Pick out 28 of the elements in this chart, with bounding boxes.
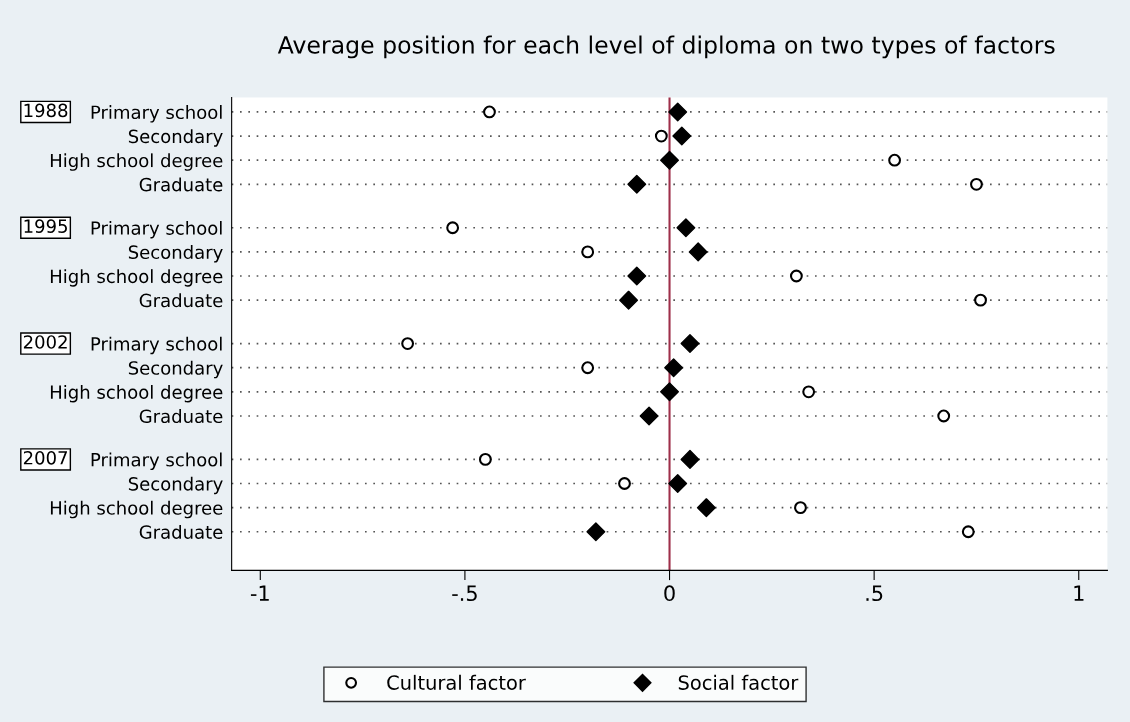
text: 1995 — [24, 219, 67, 233]
y-tick-label: Primary school — [91, 105, 222, 123]
y-tick-label: Graduate — [139, 177, 223, 192]
y-tick-label: High school degree — [50, 153, 223, 171]
y-tick-label: Secondary — [128, 360, 223, 379]
x-tick-label: -.5 — [452, 585, 477, 602]
y-tick-label: Secondary — [128, 129, 223, 147]
text: 2007 — [23, 450, 68, 465]
text: 1988 — [24, 103, 68, 118]
y-tick-label: Graduate — [139, 524, 223, 539]
text: 2002 — [23, 335, 67, 349]
y-tick-label: High school degree — [50, 384, 223, 403]
y-tick-label: Graduate — [139, 409, 223, 424]
y-tick-label: Secondary — [128, 476, 223, 495]
y-tick-label: Graduate — [139, 293, 223, 308]
x-tick-label: 1 — [1074, 585, 1084, 601]
chart-title: Average position for each level of diploma on two types of factors — [277, 35, 1055, 59]
y-tick-label: Primary school — [91, 452, 222, 471]
y-tick-label: Primary school — [91, 220, 222, 239]
legend-label: Cultural factor — [387, 674, 526, 690]
y-tick-label: Secondary — [128, 245, 223, 263]
x-tick-label: .5 — [866, 585, 883, 602]
legend-label: Social factor — [678, 674, 799, 690]
y-tick-label: High school degree — [50, 500, 223, 519]
x-tick-label: -1 — [250, 585, 269, 601]
y-tick-label: Primary school — [91, 336, 222, 355]
y-tick-label: High school degree — [50, 269, 223, 287]
x-tick-label: 0 — [664, 585, 675, 602]
